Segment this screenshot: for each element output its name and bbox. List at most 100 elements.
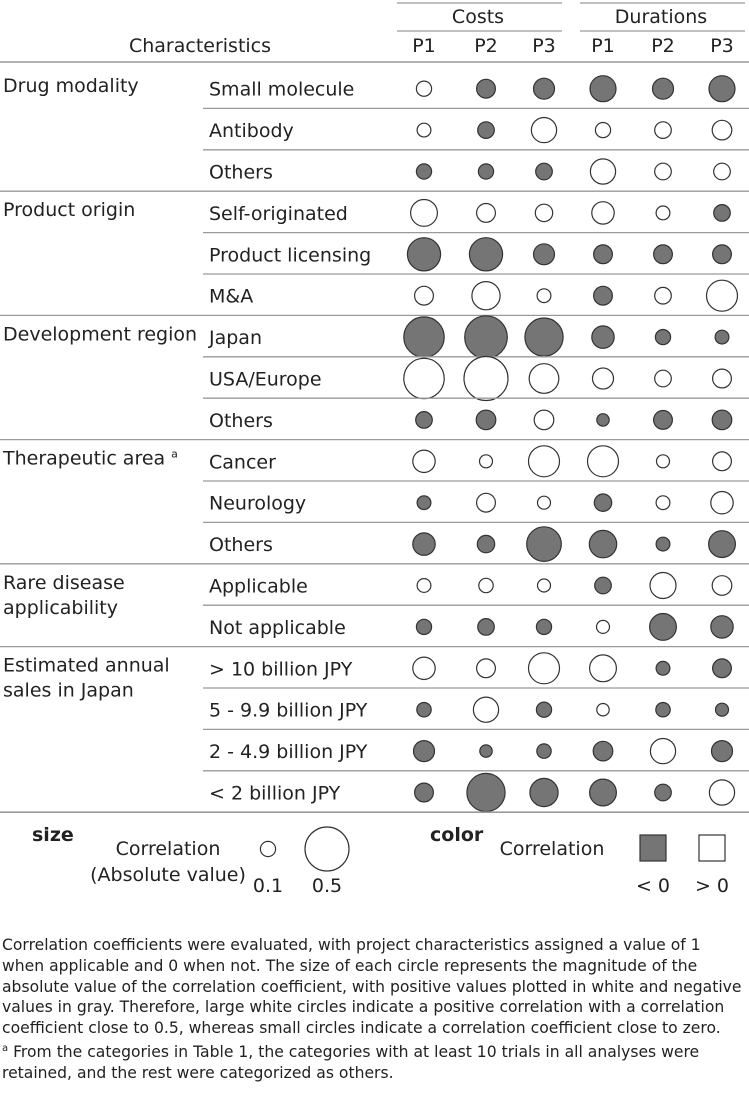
row-label: Self-originated: [209, 203, 348, 225]
bubble-cost-p3: [535, 618, 553, 636]
bubble-duration-p1: [586, 445, 620, 478]
bubble-cost-p3: [533, 409, 555, 431]
bubble-cost-p2: [476, 658, 497, 679]
legend-size-label-1: Correlation: [116, 838, 221, 860]
bubble-duration-p1: [594, 576, 612, 595]
row-label: Antibody: [209, 120, 294, 142]
bubble-cost-p1: [415, 618, 433, 636]
row-label: < 2 billion JPY: [209, 783, 341, 805]
bubble-duration-p2: [655, 536, 671, 552]
bubble-cost-p2: [476, 78, 497, 99]
row-label: Others: [209, 410, 273, 432]
bubble-cost-p1: [415, 163, 433, 180]
bubble-cost-p3: [532, 243, 556, 266]
row-label: Small molecule: [209, 79, 354, 101]
bubble-duration-p3: [708, 75, 736, 103]
footnote-mark: a: [2, 1042, 9, 1054]
bubble-cost-p2: [475, 409, 497, 431]
bubble-duration-p1: [592, 285, 613, 306]
bubble-cost-p3: [536, 578, 552, 593]
legend-size-title: size: [32, 824, 74, 846]
bubble-cost-p1: [410, 198, 439, 227]
bubble-duration-p3: [711, 451, 732, 472]
bubble-cost-p2: [476, 202, 497, 223]
bubble-duration-p2: [649, 571, 677, 600]
bubble-duration-p1: [591, 201, 615, 225]
row-label: 5 - 9.9 billion JPY: [209, 700, 368, 722]
bubble-cost-p3: [528, 363, 560, 394]
legend-negative-swatch: [639, 834, 667, 862]
bubble-duration-p3: [713, 162, 731, 181]
bubble-duration-p2: [652, 244, 673, 265]
bubble-duration-p3: [705, 279, 739, 312]
caption-footnote: a From the categories in Table 1, the ca…: [2, 1039, 747, 1084]
bubble-cost-p1: [412, 739, 436, 763]
legend-size-circle: [304, 826, 350, 872]
column-header-p3-costs: P3: [532, 35, 556, 57]
bubble-cost-p2: [472, 696, 500, 723]
column-header-p2-durations: P2: [651, 35, 675, 57]
legend-size-label-2: (Absolute value): [90, 864, 246, 886]
bubble-cost-p1: [416, 701, 432, 718]
legend-size-tick: 0.1: [253, 875, 283, 897]
bubble-cost-p1: [403, 316, 445, 358]
legend-size-circle: [259, 840, 277, 858]
bubble-cost-p3: [527, 652, 561, 685]
bubble-duration-p3: [711, 368, 732, 389]
bubble-duration-p2: [654, 286, 672, 305]
bubble-cost-p2: [477, 163, 495, 180]
row-label: Others: [209, 162, 273, 184]
bubble-cost-p2: [479, 744, 493, 758]
bubble-duration-p3: [711, 658, 732, 679]
legend-color-label: Correlation: [500, 838, 605, 860]
bubble-cost-p3: [524, 317, 564, 357]
header-costs: Costs: [452, 6, 504, 28]
bubble-duration-p1: [591, 325, 615, 349]
bubble-cost-p1: [416, 495, 432, 511]
bubble-cost-p2: [476, 492, 497, 513]
bubble-cost-p3: [527, 445, 561, 478]
bubble-cost-p1: [412, 656, 436, 681]
bubble-cost-p3: [529, 777, 559, 808]
bubble-cost-p2: [463, 355, 509, 402]
bubble-duration-p3: [708, 779, 736, 806]
bubble-duration-p2: [655, 495, 671, 511]
bubble-duration-p3: [710, 615, 734, 639]
header-durations: Durations: [615, 6, 707, 28]
column-header-p2-costs: P2: [474, 35, 498, 57]
row-label: Product licensing: [209, 244, 371, 266]
bubble-duration-p1: [591, 367, 615, 390]
bubble-duration-p2: [655, 205, 671, 221]
bubble-duration-p1: [592, 244, 613, 265]
bubble-duration-p1: [594, 121, 612, 139]
bubble-cost-p2: [466, 772, 506, 813]
bubble-duration-p3: [710, 490, 734, 515]
bubble-cost-p1: [403, 357, 445, 400]
legend-positive-swatch: [698, 834, 726, 862]
bubble-cost-p3: [532, 77, 556, 100]
column-header-p1-costs: P1: [412, 35, 436, 57]
bubble-duration-p1: [593, 493, 613, 512]
bubble-cost-p3: [535, 162, 553, 181]
bubble-cost-p2: [478, 577, 494, 594]
bubble-cost-p2: [477, 618, 495, 636]
bubble-duration-p2: [655, 660, 671, 676]
bubble-duration-p2: [654, 369, 672, 388]
bubble-cost-p1: [406, 237, 442, 272]
row-label: Neurology: [209, 493, 306, 515]
group-label: Rare disease applicability: [3, 572, 125, 619]
bubble-cost-p3: [536, 288, 552, 304]
bubble-cost-p1: [414, 285, 435, 306]
bubble-duration-p3: [713, 203, 731, 222]
bubble-cost-p1: [416, 122, 432, 138]
bubble-cost-p1: [412, 449, 436, 474]
bubble-cost-p1: [415, 411, 433, 429]
figure-caption: Correlation coefficients were evaluated,…: [2, 935, 747, 1084]
bubble-duration-p3: [711, 244, 732, 265]
bubble-duration-p2: [654, 328, 672, 346]
bubble-cost-p3: [530, 116, 558, 144]
group-label: Drug modality: [3, 75, 139, 97]
legend-size-tick: 0.5: [312, 875, 342, 897]
column-header-p3-durations: P3: [710, 35, 734, 57]
row-label: 2 - 4.9 billion JPY: [209, 741, 368, 763]
